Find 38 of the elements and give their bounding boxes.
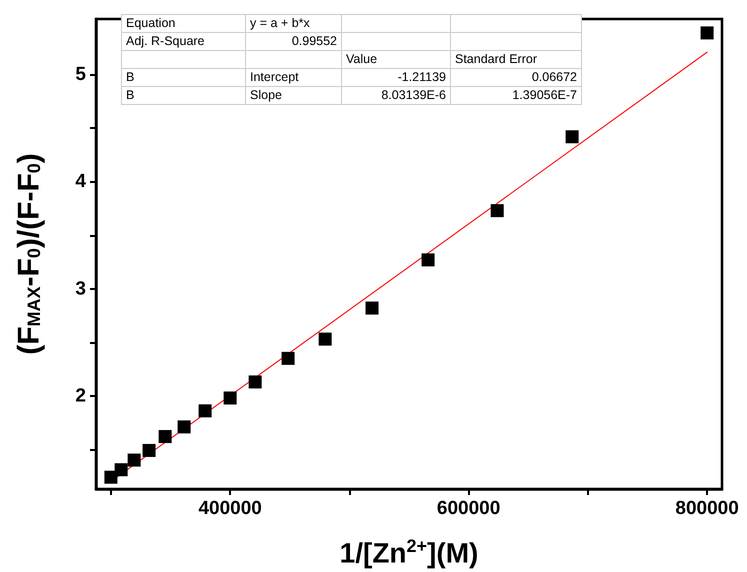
point bbox=[128, 454, 141, 467]
annotation: 0.99552 bbox=[246, 32, 342, 50]
point bbox=[318, 332, 332, 346]
x-tick-label: 400000 bbox=[198, 498, 262, 519]
annotation: B bbox=[122, 86, 246, 104]
x-tick-label: 800000 bbox=[675, 498, 739, 519]
y-tick-label: 5 bbox=[75, 64, 86, 86]
annotation: -1.21139 bbox=[342, 68, 450, 86]
annotation: 1.39056E-7 bbox=[450, 86, 582, 104]
annotation: 8.03139E-6 bbox=[342, 86, 450, 104]
annotation: Value bbox=[342, 50, 450, 68]
point bbox=[158, 430, 172, 444]
point bbox=[700, 26, 714, 40]
point bbox=[566, 130, 579, 144]
point bbox=[490, 204, 504, 218]
y-tick-label: 3 bbox=[75, 278, 86, 300]
annotation: Standard Error bbox=[450, 50, 582, 68]
point bbox=[422, 253, 435, 266]
annotation: 0.06672 bbox=[450, 68, 582, 86]
y-tick-label: 2 bbox=[75, 385, 86, 406]
point bbox=[198, 404, 212, 418]
annotation: Adj. R-Square bbox=[122, 32, 246, 50]
y-tick-label: 4 bbox=[75, 171, 86, 192]
annotation: y = a + b*x bbox=[246, 14, 342, 32]
annotation: Equation bbox=[122, 14, 246, 32]
x-tick-label: 600000 bbox=[436, 498, 500, 519]
y-axis-title: (FMAX-F0)/(F-F0) bbox=[12, 153, 46, 355]
annotation: Slope bbox=[246, 86, 342, 104]
point bbox=[248, 375, 262, 388]
annotation: Intercept bbox=[246, 68, 342, 86]
point bbox=[224, 392, 237, 404]
point bbox=[142, 444, 156, 457]
point bbox=[282, 352, 295, 365]
point bbox=[104, 470, 118, 484]
point bbox=[114, 463, 128, 476]
annotation: B bbox=[122, 68, 246, 86]
point bbox=[178, 420, 191, 434]
point bbox=[366, 302, 379, 315]
